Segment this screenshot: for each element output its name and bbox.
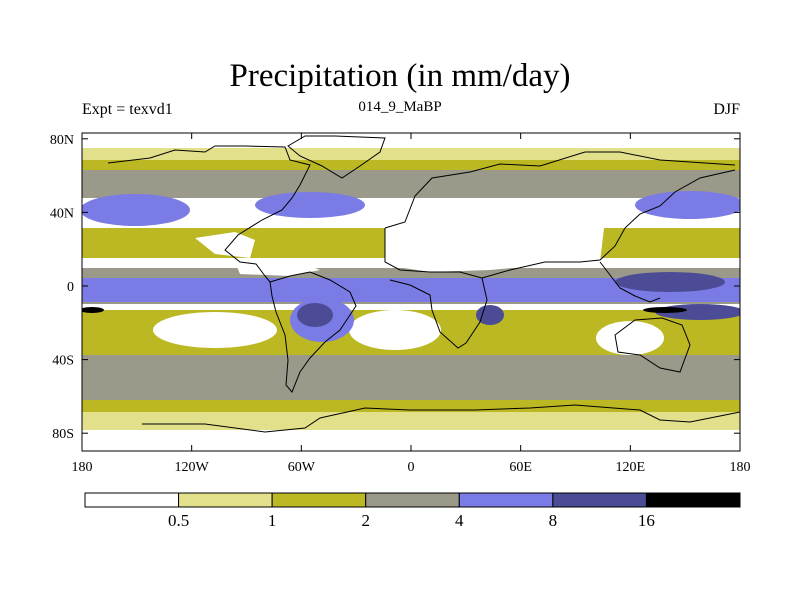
precipitation-field bbox=[82, 133, 740, 451]
colorbar-box bbox=[178, 492, 273, 508]
amazon-heavy-rain bbox=[297, 303, 333, 327]
colorbar-box bbox=[458, 492, 554, 508]
band-antarctic-yellow bbox=[82, 412, 740, 430]
pacific-storm-track bbox=[82, 194, 190, 226]
lat-tick-label: 40N bbox=[50, 206, 74, 221]
atlantic-storm-track bbox=[255, 192, 365, 218]
colorbar-level-label: 4 bbox=[455, 511, 464, 530]
band-north-gray bbox=[82, 170, 740, 198]
coastlines bbox=[107, 135, 740, 433]
lat-tick-label: 0 bbox=[67, 280, 74, 295]
lat-tick-label: 40S bbox=[52, 354, 74, 369]
asia-coastline bbox=[481, 169, 736, 279]
experiment-label: Expt = texvd1 bbox=[82, 101, 173, 118]
colorbar-box bbox=[84, 492, 180, 508]
map-title: Precipitation (in mm/day) bbox=[229, 58, 571, 94]
colorbar: 0.5 1 2 4 8 16 bbox=[84, 492, 741, 530]
australia-coastline bbox=[614, 317, 691, 373]
lon-tick-label: 120E bbox=[616, 460, 646, 475]
colorbar-level-label: 16 bbox=[638, 511, 655, 530]
season-label: DJF bbox=[713, 101, 740, 118]
greenland-coastline bbox=[287, 135, 386, 179]
lon-tick-label: 0 bbox=[408, 460, 415, 475]
extreme-rain-east bbox=[643, 307, 687, 313]
time-period-label: 014_9_MaBP bbox=[358, 99, 442, 115]
antarctica-coastline bbox=[142, 404, 740, 433]
colorbar-box bbox=[271, 492, 367, 508]
colorbar-level-label: 8 bbox=[549, 511, 558, 530]
band-south-olive-2 bbox=[82, 400, 740, 414]
band-southern-ocean-gray bbox=[82, 355, 740, 405]
australia-dry-region bbox=[596, 321, 664, 355]
west-pacific-storm-track bbox=[635, 191, 740, 219]
north-america-coastline bbox=[107, 145, 311, 283]
colorbar-level-label: 2 bbox=[361, 511, 370, 530]
north-america-dry-region bbox=[195, 232, 255, 258]
south-pacific-dry-high bbox=[153, 312, 277, 348]
south-atlantic-dry-high bbox=[349, 310, 441, 350]
south-america-coastline bbox=[269, 271, 357, 393]
extreme-rain-west bbox=[82, 307, 104, 313]
southeast-asia-coastline bbox=[599, 261, 661, 303]
lon-tick-label: 60E bbox=[509, 460, 532, 475]
colorbar-box bbox=[365, 492, 460, 508]
eurasia-dry-region bbox=[385, 205, 605, 272]
lon-tick-label: 120W bbox=[175, 460, 210, 475]
sahara-dry-region bbox=[235, 262, 320, 276]
colorbar-box bbox=[645, 492, 741, 508]
africa-coastline bbox=[384, 228, 488, 349]
lon-tick-label: 60W bbox=[288, 460, 316, 475]
europe-africa-coastline bbox=[384, 151, 736, 229]
lat-tick-label: 80N bbox=[50, 133, 74, 148]
warm-pool-heavy-rain bbox=[615, 272, 725, 292]
lat-tick-label: 80S bbox=[52, 427, 74, 442]
lon-tick-label: 180 bbox=[72, 460, 93, 475]
colorbar-level-label: 0.5 bbox=[168, 511, 189, 530]
axis-ticks: 80N 40N 0 40S 80S 180 120W 60W 0 60E 120E 180 bbox=[50, 133, 751, 475]
colorbar-level-label: 1 bbox=[268, 511, 277, 530]
africa-heavy-rain bbox=[476, 305, 504, 325]
colorbar-box bbox=[552, 492, 647, 508]
lon-tick-label: 180 bbox=[730, 460, 751, 475]
